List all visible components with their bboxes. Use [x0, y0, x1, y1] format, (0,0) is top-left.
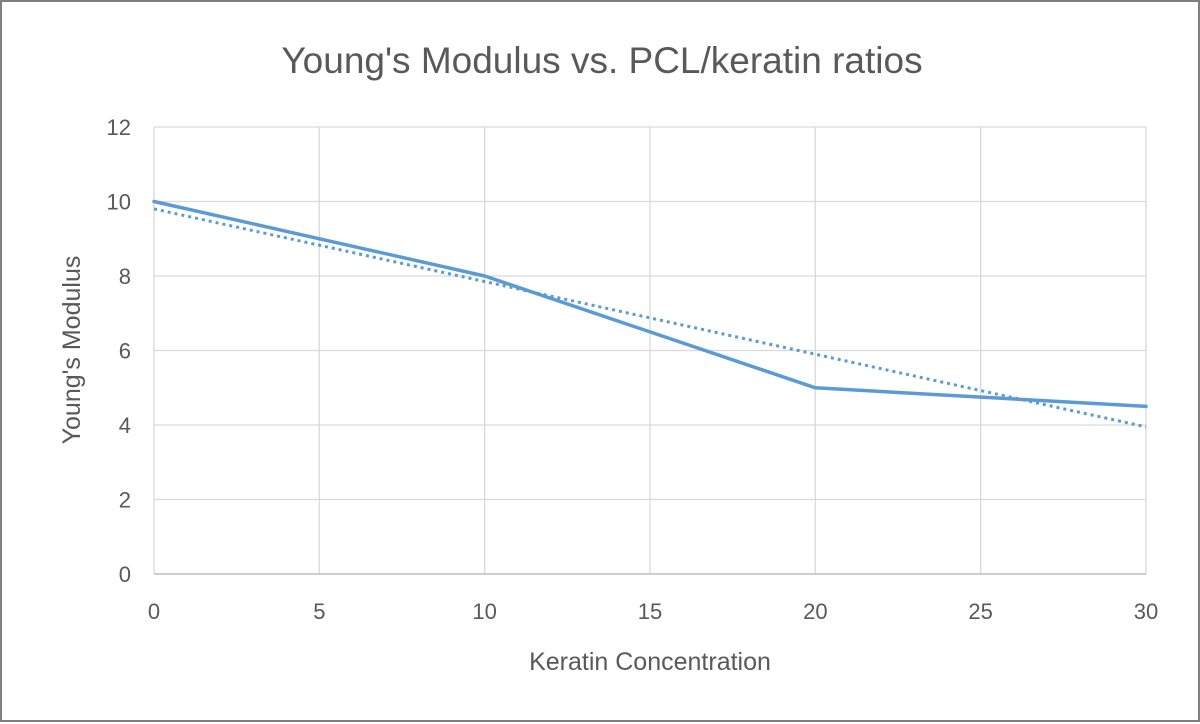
x-tick-label-5: 25 — [968, 599, 992, 624]
x-tick-label-6: 30 — [1134, 599, 1158, 624]
x-axis-title: Keratin Concentration — [529, 648, 771, 676]
x-tick-label-3: 15 — [638, 599, 662, 624]
y-tick-label-4: 8 — [119, 264, 131, 289]
y-tick-label-1: 2 — [119, 488, 131, 513]
y-tick-label-2: 4 — [119, 413, 131, 438]
tick-labels: 0 2 4 6 8 10 12 0 5 10 15 20 25 30 — [107, 115, 1159, 624]
y-axis-title: Young's Modulus — [58, 256, 86, 445]
y-tick-label-0: 0 — [119, 562, 131, 587]
chart-title: Young's Modulus vs. PCL/keratin ratios — [281, 40, 922, 81]
series — [152, 199, 1148, 429]
y-tick-label-3: 6 — [119, 339, 131, 364]
x-tick-label-2: 10 — [472, 599, 496, 624]
y-tick-label-6: 12 — [107, 115, 131, 140]
series-line-0 — [152, 199, 1148, 409]
gridlines — [153, 126, 1147, 574]
x-tick-label-4: 20 — [803, 599, 827, 624]
x-tick-label-0: 0 — [148, 599, 160, 624]
y-tick-label-5: 10 — [107, 190, 131, 215]
x-tick-label-1: 5 — [313, 599, 325, 624]
trendline — [153, 207, 1147, 429]
